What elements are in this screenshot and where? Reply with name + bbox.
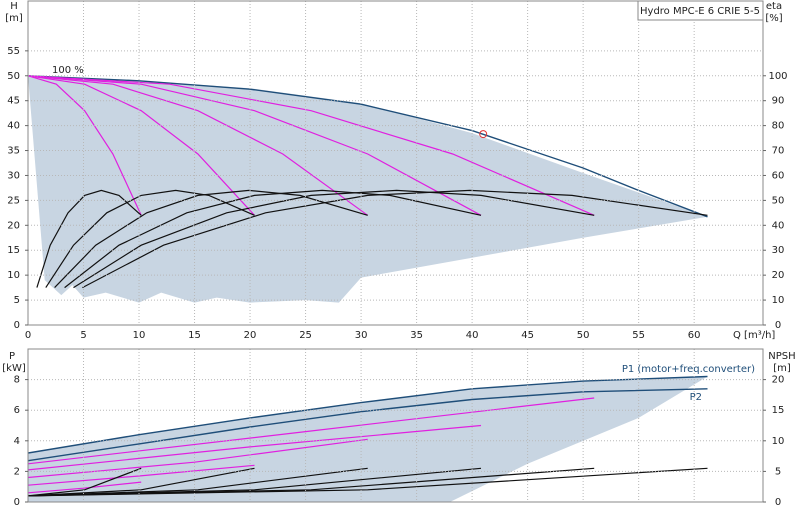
x-tick-label: 10 — [133, 330, 146, 341]
operating-area — [28, 75, 708, 303]
x-tick-label: 35 — [410, 330, 423, 341]
title-box — [637, 0, 764, 21]
y-tick-label: 2 — [14, 466, 20, 477]
y-label: P — [9, 351, 15, 362]
y2-tick-label: 100 — [768, 71, 787, 82]
y-tick-label: 6 — [14, 405, 20, 416]
curve — [28, 424, 482, 471]
y-unit: [m] — [5, 13, 23, 24]
y-tick-label: 4 — [14, 436, 20, 447]
y-label: H — [10, 1, 18, 12]
x-tick-label: 25 — [299, 330, 312, 341]
y2-tick-label: 90 — [772, 96, 785, 107]
y2-tick-label: 10 — [772, 295, 785, 306]
curve — [82, 189, 708, 289]
curve-label: P2 — [690, 392, 702, 403]
y-tick-label: 0 — [14, 497, 20, 508]
operating-point — [479, 130, 488, 139]
y2-tick-label: 50 — [772, 195, 785, 206]
y2-tick-label: 0 — [775, 320, 781, 331]
y-tick-label: 8 — [14, 375, 20, 386]
y-tick-label: 50 — [7, 71, 20, 82]
annotation: 100 % — [52, 65, 84, 76]
curve — [28, 75, 369, 216]
x-tick-label: 60 — [688, 330, 701, 341]
plot — [28, 375, 708, 502]
x-tick-label: 5 — [80, 330, 86, 341]
y2-tick-label: 10 — [772, 436, 785, 447]
curve — [28, 75, 255, 216]
y2-tick-label: 70 — [772, 146, 785, 157]
y-tick-label: 25 — [7, 195, 20, 206]
y2-tick-label: 80 — [772, 121, 785, 132]
x-tick-label: 45 — [521, 330, 534, 341]
x-tick-label: 20 — [244, 330, 257, 341]
curve-label: P1 (motor+freq.converter) — [622, 364, 755, 375]
curve — [28, 375, 708, 454]
curve — [28, 481, 142, 494]
x-tick-label: 50 — [577, 330, 590, 341]
curve — [36, 189, 142, 288]
y2-label: eta — [766, 1, 782, 12]
y-tick-label: 10 — [7, 270, 20, 281]
y-tick-label: 35 — [7, 146, 20, 157]
x-label: Q [m³/h] — [733, 330, 775, 341]
y2-tick-label: 30 — [772, 245, 785, 256]
y2-tick-label: 40 — [772, 220, 785, 231]
plot-frame — [27, 348, 764, 503]
y2-tick-label: 5 — [775, 466, 781, 477]
y-tick-label: 40 — [7, 121, 20, 132]
y-unit: [kW] — [2, 363, 26, 374]
curve — [28, 75, 708, 218]
curve — [28, 397, 595, 465]
y2-tick-label: 15 — [772, 405, 785, 416]
x-tick-label: 40 — [466, 330, 479, 341]
y2-tick-label: 20 — [772, 375, 785, 386]
curve — [28, 467, 708, 497]
plot — [28, 75, 708, 303]
curve — [28, 75, 142, 216]
chart-title: Hydro MPC-E 6 CRIE 5-5 — [640, 6, 760, 17]
curve — [28, 75, 595, 216]
curve — [73, 189, 595, 289]
y-tick-label: 20 — [7, 220, 20, 231]
y-tick-label: 0 — [14, 320, 20, 331]
y2-tick-label: 0 — [775, 497, 781, 508]
y-tick-label: 5 — [14, 295, 20, 306]
y-tick-label: 15 — [7, 245, 20, 256]
x-tick-label: 15 — [188, 330, 201, 341]
y2-tick-label: 20 — [772, 270, 785, 281]
y-tick-label: 45 — [7, 96, 20, 107]
curve — [54, 189, 368, 289]
y-tick-label: 30 — [7, 170, 20, 181]
y2-unit: [m] — [773, 363, 791, 374]
y-tick-label: 55 — [7, 46, 20, 57]
curve — [64, 189, 482, 289]
y2-tick-label: 60 — [772, 170, 785, 181]
y2-unit: [%] — [765, 13, 782, 24]
curve — [28, 467, 255, 497]
curve — [45, 189, 255, 288]
x-tick-label: 0 — [25, 330, 31, 341]
x-tick-label: 30 — [355, 330, 368, 341]
plot-frame — [27, 0, 764, 326]
curve — [28, 75, 482, 216]
curve — [28, 467, 142, 497]
x-tick-label: 55 — [632, 330, 645, 341]
y2-label: NPSH — [768, 351, 795, 362]
